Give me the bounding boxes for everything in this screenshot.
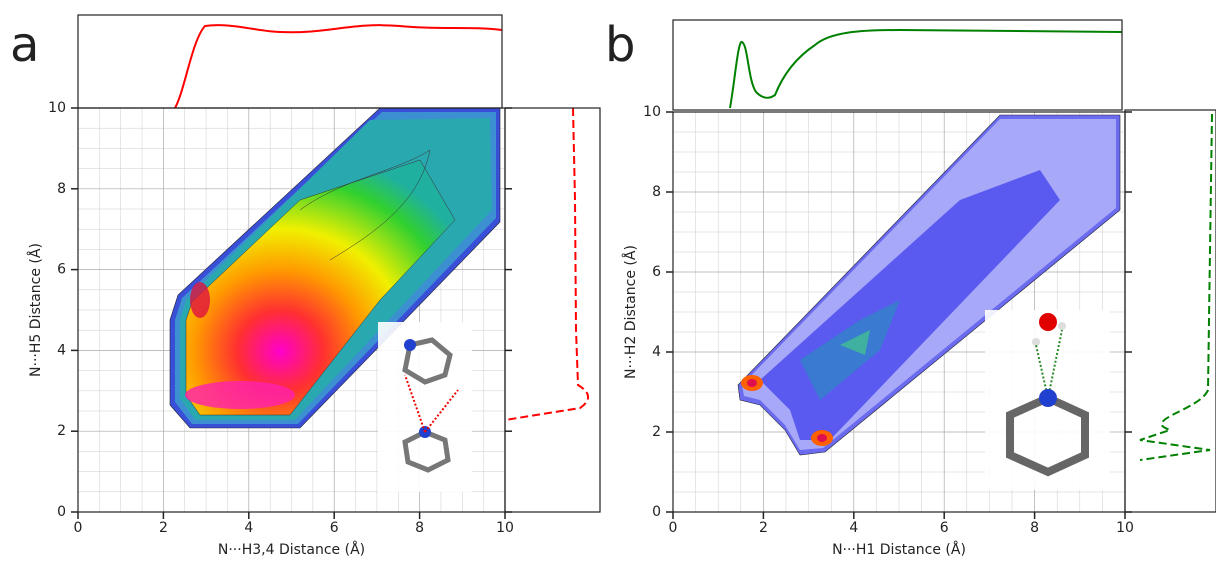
y-tick-label: 8 <box>652 184 661 200</box>
x-tick-label: 4 <box>244 520 253 536</box>
x-tick-label: 10 <box>1116 520 1134 536</box>
x-tick-label: 6 <box>940 520 949 536</box>
x-axis-label: N···H3,4 Distance (Å) <box>218 541 365 558</box>
x-tick-label: 2 <box>759 520 768 536</box>
x-axis-label: N···H1 Distance (Å) <box>832 541 966 558</box>
y-axis-label: N···H5 Distance (Å) <box>27 243 44 377</box>
marginal-frame <box>77 14 503 109</box>
y-tick-label: 10 <box>48 100 66 116</box>
x-tick-label: 6 <box>330 520 339 536</box>
x-tick-label: 4 <box>849 520 858 536</box>
marginal-distribution <box>174 24 1213 461</box>
contour-field <box>737 114 1121 456</box>
axes-layer: 0 2 4 6 8 10 0 2 4 6 8 10 N···H3,4 Distance (Å) N···H… <box>10 14 1216 558</box>
x-tick-label: 10 <box>496 520 514 536</box>
marginal-frame <box>672 19 1123 111</box>
panel-label: b <box>605 17 635 73</box>
y-tick-label: 4 <box>652 344 661 360</box>
molecule-illustration <box>378 310 1110 492</box>
x-tick-label: 0 <box>669 520 678 536</box>
contour-field <box>169 107 501 429</box>
marginal-frame <box>504 107 601 513</box>
x-tick-label: 0 <box>74 520 83 536</box>
y-tick-label: 0 <box>57 504 66 520</box>
y-tick-label: 0 <box>652 504 661 520</box>
y-tick-label: 4 <box>57 342 66 358</box>
y-tick-label: 10 <box>643 104 661 120</box>
y-tick-label: 2 <box>652 424 661 440</box>
x-tick-label: 8 <box>1030 520 1039 536</box>
panel-label: a <box>10 17 39 73</box>
y-axis-label: N···H2 Distance (Å) <box>622 245 639 379</box>
y-tick-label: 6 <box>57 262 66 278</box>
y-tick-label: 2 <box>57 423 66 439</box>
marginal-frame <box>1124 109 1216 513</box>
y-tick-label: 8 <box>57 181 66 197</box>
x-tick-label: 2 <box>159 520 168 536</box>
y-tick-label: 6 <box>652 264 661 280</box>
x-tick-label: 8 <box>415 520 424 536</box>
